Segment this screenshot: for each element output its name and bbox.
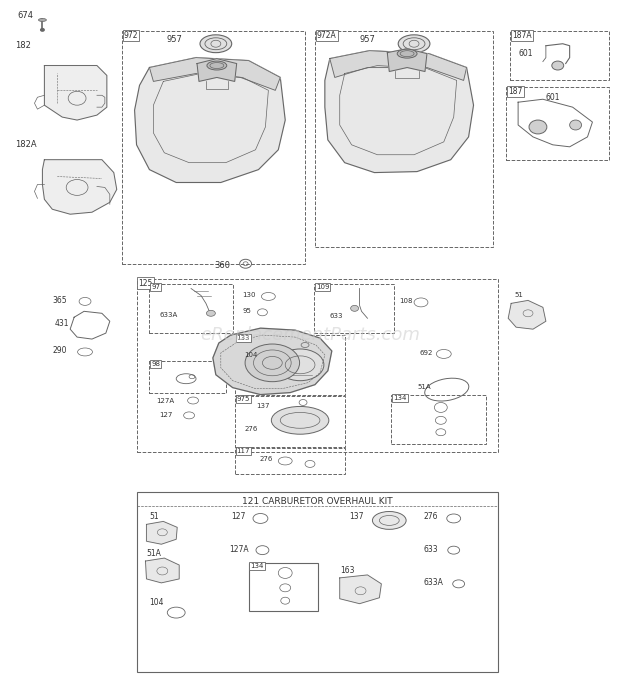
Text: 633A: 633A [159, 313, 177, 318]
Text: 134: 134 [250, 563, 264, 569]
Text: eReplacementParts.com: eReplacementParts.com [200, 326, 420, 344]
Text: 957: 957 [166, 35, 182, 44]
Bar [122, 31, 305, 264]
Ellipse shape [570, 120, 582, 130]
Text: 104: 104 [149, 598, 164, 607]
Ellipse shape [397, 49, 417, 58]
Text: 125: 125 [138, 279, 153, 288]
Text: 957: 957 [360, 35, 376, 44]
Text: 601: 601 [518, 49, 533, 58]
Polygon shape [135, 58, 285, 182]
Polygon shape [146, 521, 177, 544]
Text: 276: 276 [424, 512, 438, 521]
Text: 98: 98 [151, 361, 161, 367]
Polygon shape [146, 558, 179, 583]
Text: 601: 601 [546, 93, 560, 102]
Ellipse shape [552, 61, 564, 70]
Ellipse shape [373, 511, 406, 529]
Ellipse shape [272, 407, 329, 435]
Text: 117: 117 [237, 448, 250, 454]
Text: 51A: 51A [146, 549, 161, 558]
Text: 182A: 182A [15, 140, 37, 149]
Text: 127: 127 [231, 512, 245, 521]
Bar [314, 283, 394, 333]
Polygon shape [340, 575, 381, 604]
Text: 104: 104 [245, 352, 258, 358]
Bar [149, 361, 226, 392]
Ellipse shape [351, 306, 358, 311]
Text: 975: 975 [237, 396, 250, 401]
Text: 127A: 127A [156, 398, 174, 403]
Text: 121 CARBURETOR OVERHAUL KIT: 121 CARBURETOR OVERHAUL KIT [242, 497, 392, 506]
Polygon shape [197, 59, 237, 81]
Ellipse shape [38, 19, 46, 21]
Text: 972: 972 [123, 31, 138, 40]
Text: 431: 431 [55, 319, 69, 328]
Text: 97: 97 [151, 283, 161, 290]
Text: 163: 163 [340, 566, 354, 575]
Text: 133: 133 [237, 335, 250, 341]
Text: 127A: 127A [229, 545, 249, 554]
Text: 130: 130 [242, 292, 256, 299]
Ellipse shape [398, 35, 430, 53]
Bar [391, 394, 487, 444]
Ellipse shape [277, 349, 324, 380]
Text: 360: 360 [214, 261, 230, 270]
Ellipse shape [245, 344, 299, 382]
Ellipse shape [529, 120, 547, 134]
Polygon shape [388, 49, 427, 71]
Text: 137: 137 [257, 403, 270, 410]
Text: 108: 108 [399, 299, 413, 304]
Bar [149, 283, 232, 333]
Polygon shape [45, 66, 107, 120]
Ellipse shape [200, 35, 232, 53]
Ellipse shape [40, 28, 45, 32]
Text: 692: 692 [419, 350, 432, 356]
Text: 95: 95 [242, 308, 252, 315]
Text: 972A: 972A [317, 31, 337, 40]
Text: 51: 51 [514, 292, 523, 299]
Text: 51A: 51A [417, 384, 431, 389]
Polygon shape [508, 301, 546, 329]
Text: 134: 134 [393, 394, 407, 401]
Polygon shape [149, 58, 280, 90]
Bar [235, 335, 345, 394]
Bar [136, 279, 498, 452]
Bar [235, 396, 345, 447]
Text: 276: 276 [259, 456, 273, 462]
Polygon shape [325, 51, 474, 173]
Text: 365: 365 [52, 296, 67, 305]
Text: 633: 633 [330, 313, 343, 319]
Bar [235, 448, 345, 474]
Text: 276: 276 [245, 426, 258, 432]
Text: 633: 633 [424, 545, 438, 554]
Bar [506, 87, 609, 159]
Text: 51: 51 [149, 512, 159, 521]
Text: 182: 182 [15, 41, 30, 50]
Text: 674: 674 [17, 12, 33, 21]
Polygon shape [42, 159, 117, 214]
Text: 187A: 187A [512, 31, 532, 40]
Bar [315, 31, 494, 247]
Text: 290: 290 [52, 346, 67, 356]
Ellipse shape [207, 61, 227, 70]
Bar [249, 563, 318, 611]
Bar [136, 492, 498, 672]
Text: 187: 187 [508, 87, 523, 96]
Text: 633A: 633A [424, 579, 444, 588]
Ellipse shape [206, 310, 215, 316]
Text: 127: 127 [159, 412, 173, 419]
Polygon shape [330, 51, 467, 80]
Polygon shape [213, 328, 332, 394]
Bar [510, 31, 609, 80]
Text: 109: 109 [316, 283, 329, 290]
Text: 137: 137 [350, 512, 364, 521]
